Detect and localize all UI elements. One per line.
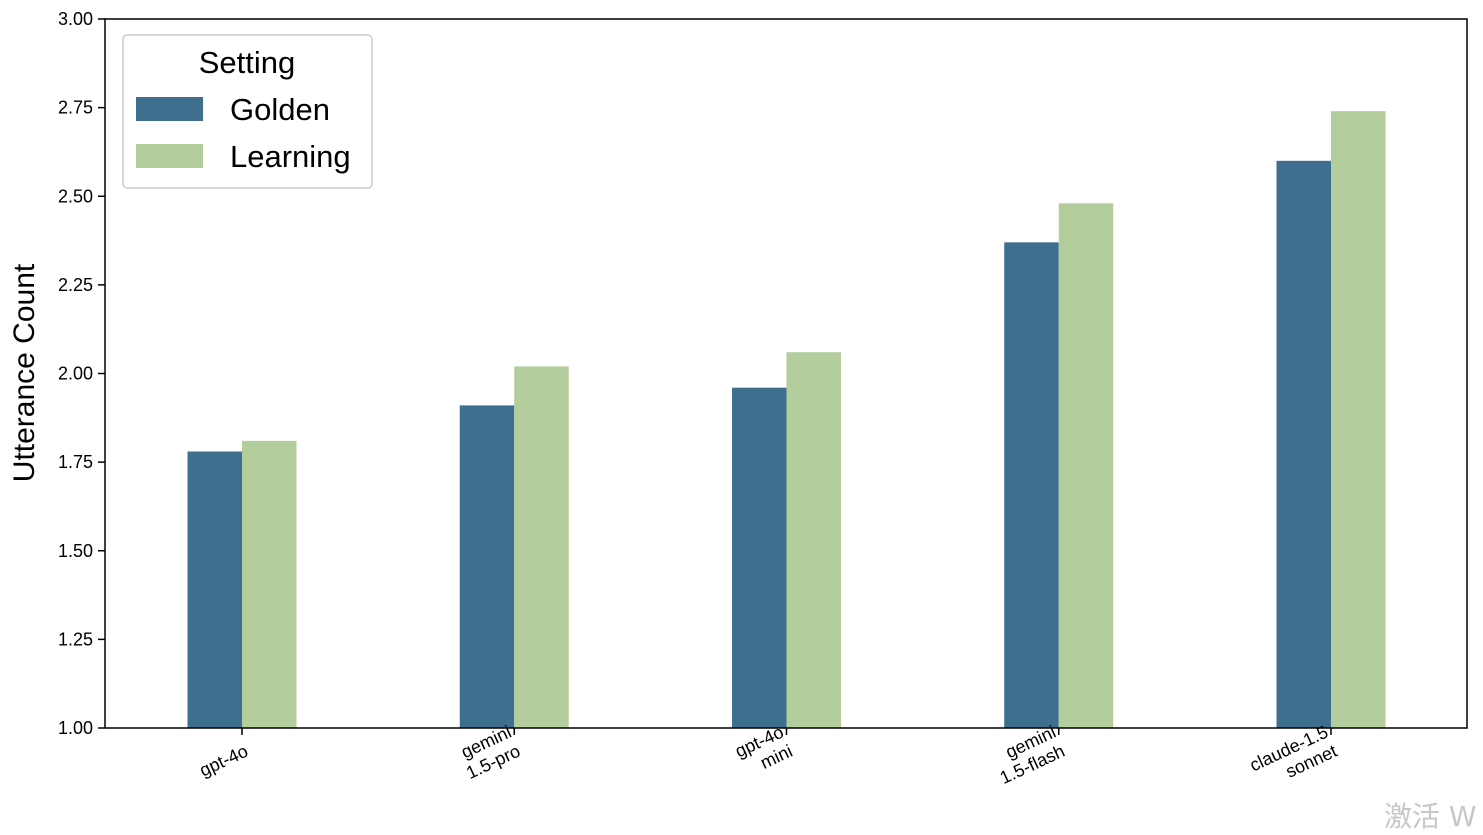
legend-swatch-learning <box>136 144 203 168</box>
y-tick-label: 1.75 <box>58 452 93 472</box>
bar-learning <box>242 440 297 728</box>
y-tick-label: 2.25 <box>58 275 93 295</box>
legend-title: Setting <box>199 45 296 80</box>
y-tick-label: 3.00 <box>58 9 93 29</box>
legend-label-golden: Golden <box>230 92 330 127</box>
bar-golden <box>187 451 242 728</box>
y-tick-label: 1.00 <box>58 718 93 738</box>
bar-learning <box>1331 111 1386 729</box>
bar-golden <box>459 405 515 728</box>
bar-golden <box>1276 160 1331 729</box>
legend-items: Golden Learning <box>136 92 351 174</box>
y-axis: 1.00 1.25 1.50 1.75 2.00 2.25 2.50 2.75 3.00 <box>58 9 105 738</box>
watermark-text: 激活 W <box>1384 800 1477 833</box>
bar-learning <box>1058 203 1114 729</box>
y-tick-label: 1.50 <box>58 541 93 561</box>
legend-swatch-golden <box>136 97 203 121</box>
bar-golden <box>732 387 787 728</box>
legend: Setting Golden Learning <box>122 34 373 189</box>
bar-golden <box>1004 242 1059 728</box>
legend-label-learning: Learning <box>230 139 351 174</box>
y-tick-label: 1.25 <box>58 629 93 649</box>
y-tick-label: 2.75 <box>58 98 93 118</box>
x-tick-label: gpt-4o <box>196 741 251 781</box>
y-tick-label: 2.50 <box>58 186 93 206</box>
bars-group <box>187 111 1386 729</box>
y-axis-title: Utterance Count <box>8 263 41 482</box>
y-tick-label: 2.00 <box>58 364 93 384</box>
bar-learning <box>786 352 841 728</box>
x-tick-label-line: gpt-4o <box>196 741 251 781</box>
bar-learning <box>514 366 569 728</box>
